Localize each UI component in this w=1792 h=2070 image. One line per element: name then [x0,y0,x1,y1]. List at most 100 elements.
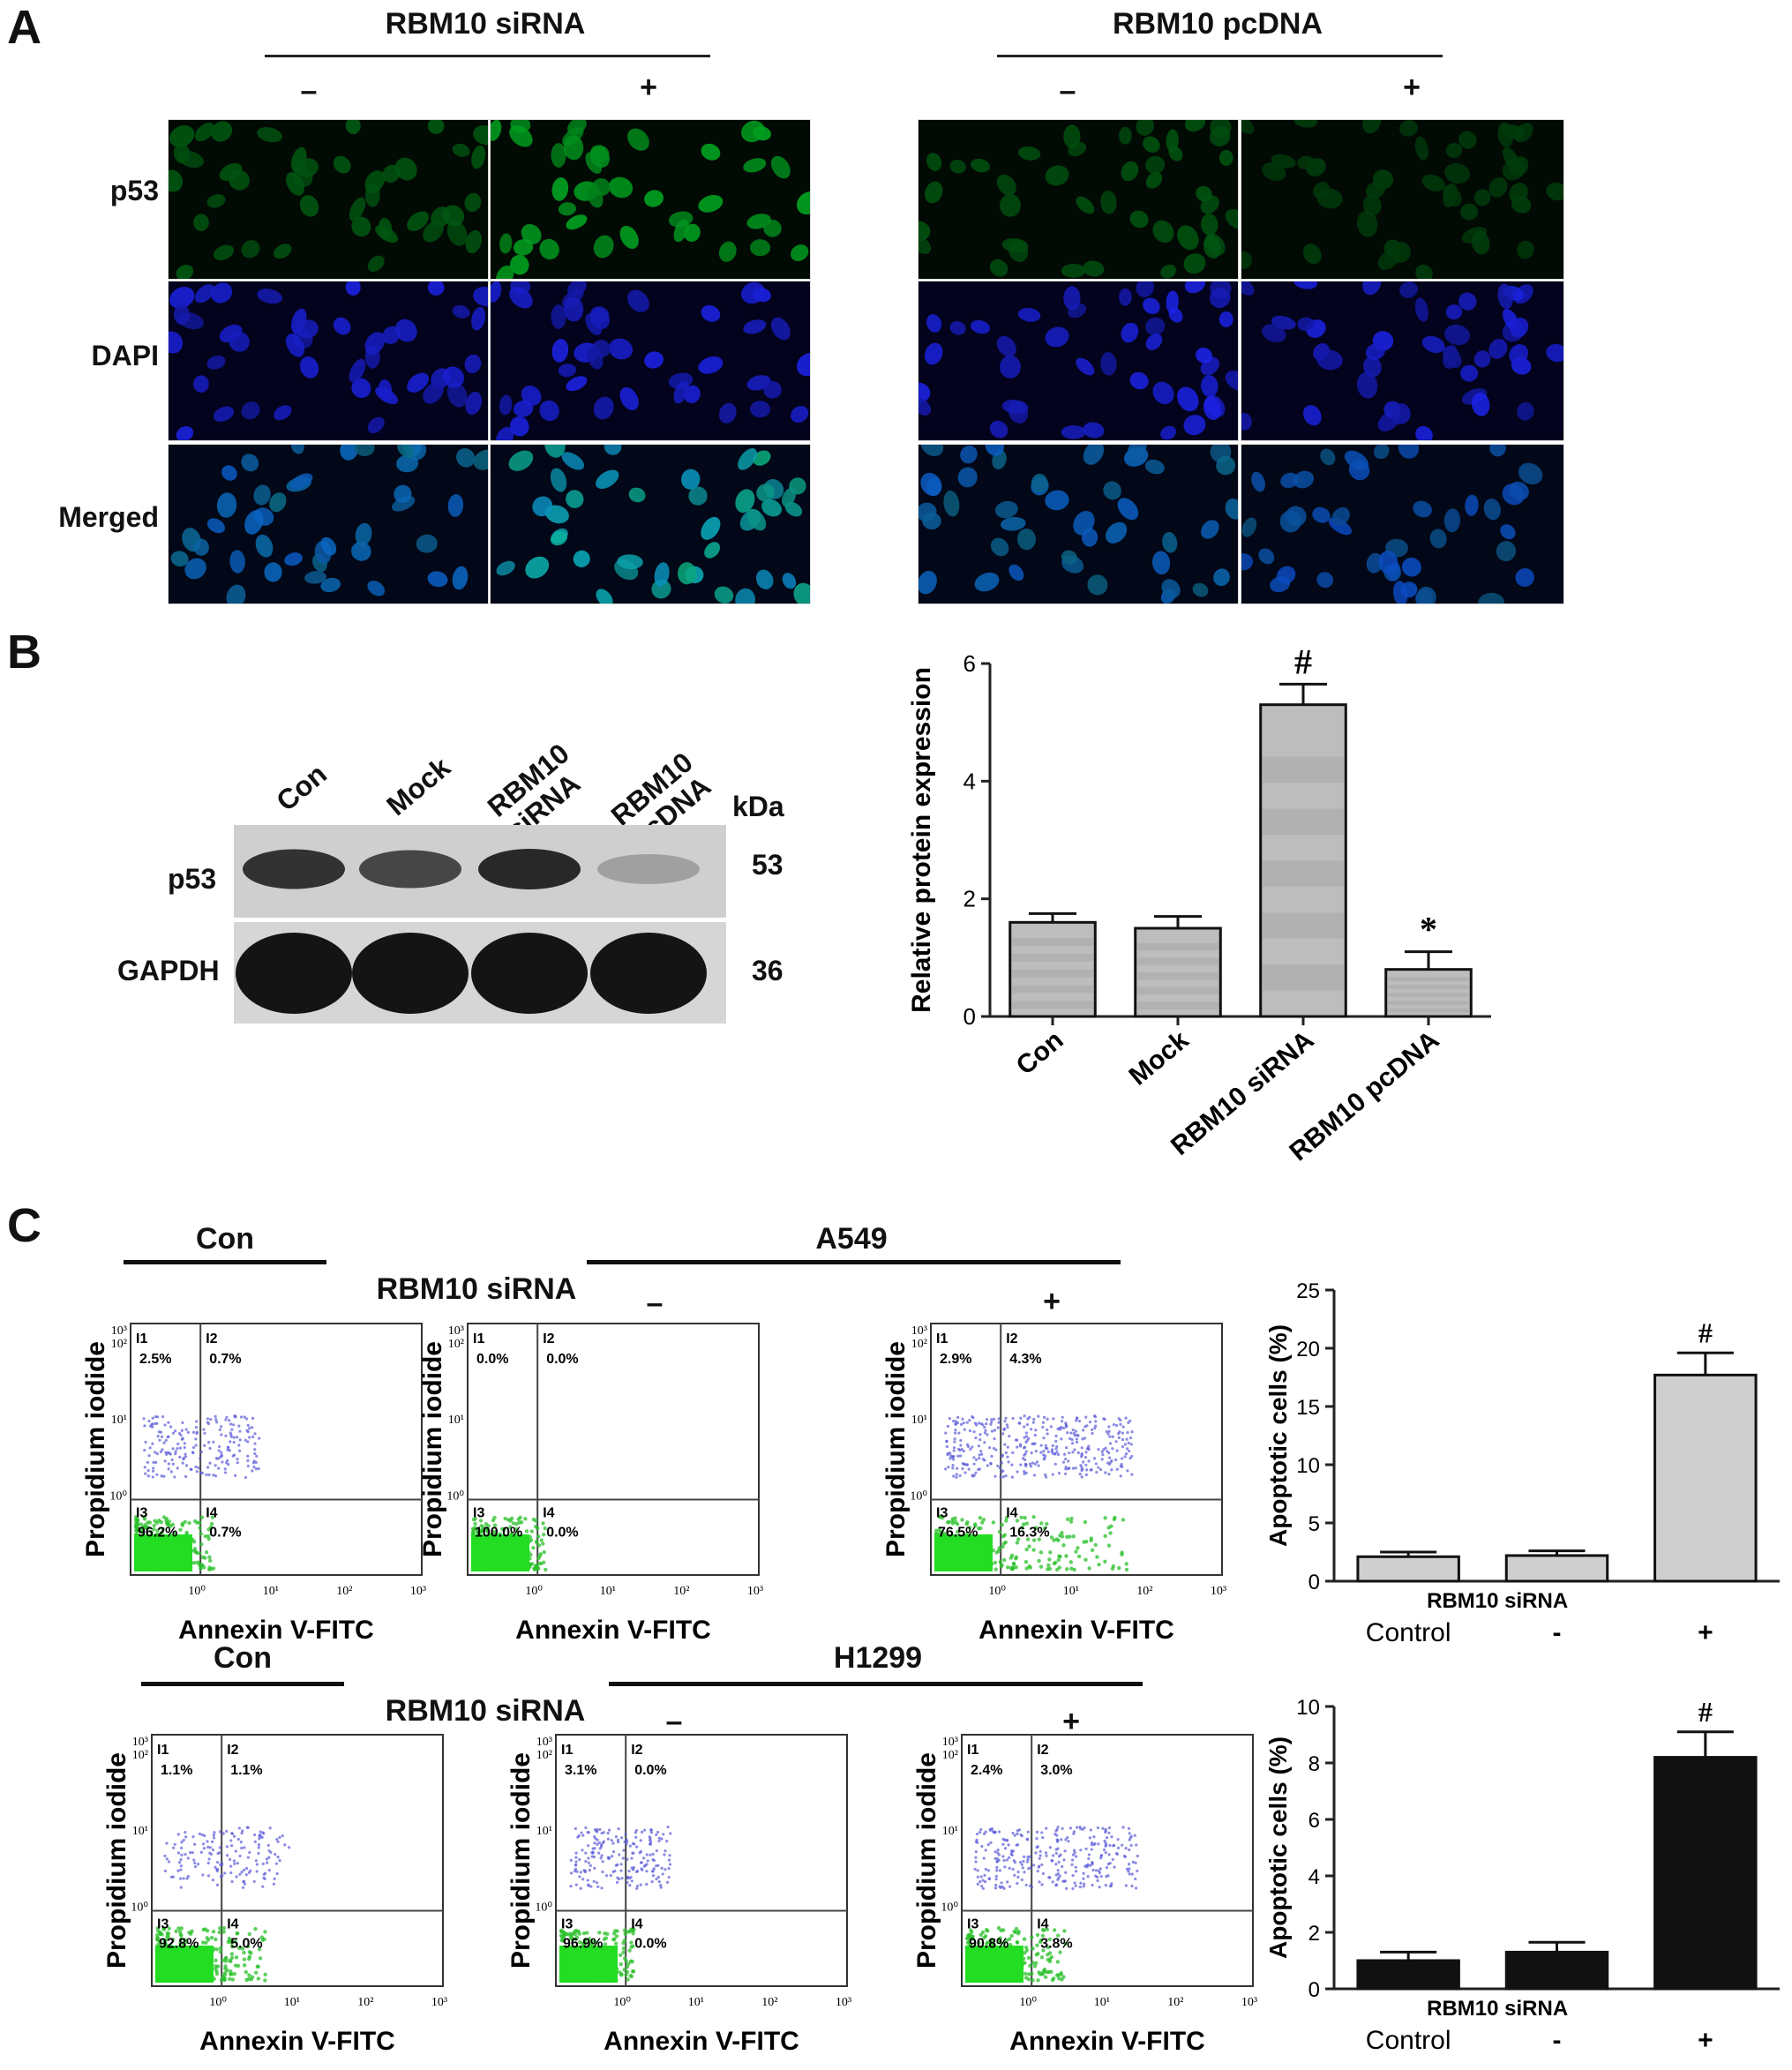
flow-x-axis-label: Annexin V-FITC [604,2027,799,2056]
flow-dot-annexin [1053,1560,1058,1565]
flow-dot-pi [621,1856,625,1860]
flow-dot-annexin [1037,1558,1041,1564]
flow-dot-annexin [142,1515,146,1519]
flow-dot-annexin [1007,1937,1012,1941]
flow-dot-annexin [1037,1970,1041,1975]
flow-dot-annexin [232,1971,236,1976]
flow-dot-annexin [481,1525,486,1530]
flow-dot-pi [1074,1865,1077,1869]
flow-dot-annexin [253,1926,258,1931]
flow-dot-pi [218,1846,222,1849]
panel-a-sign-2a: – [1059,74,1076,108]
flow-dot-pi [989,1462,993,1466]
flow-dot-annexin [1039,1955,1045,1960]
flow-dot-pi [1093,1457,1097,1460]
flow-dot-annexin [589,1939,595,1944]
flow-dot-pi [1001,1837,1005,1841]
flow-dot-annexin [199,1566,203,1571]
flow-dot-annexin [518,1515,522,1519]
flow-dot-pi [659,1883,663,1887]
flow-dot-pi [278,1859,281,1863]
flow-dot-pi [191,1430,196,1434]
flow-dot-pi [1098,1867,1102,1871]
flow-dot-annexin [986,1940,990,1945]
flow-dot-pi [191,1451,195,1454]
flow-dot-pi [958,1474,962,1478]
quadrant-value-q3: 90.8% [969,1937,1008,1952]
flow-dot-pi [990,1454,993,1459]
flow-dot-pi [1062,1879,1067,1883]
micrograph-merged-1 [168,444,489,604]
flow-dot-pi [215,1421,219,1424]
flow-dot-pi [1032,1474,1037,1477]
flow-x-tick-label: 10³ [410,1585,426,1598]
flow-dot-annexin [1111,1564,1116,1569]
flow-dot-annexin [242,1963,247,1968]
flow-dot-annexin [594,1940,598,1945]
bar-texture [1011,969,1094,978]
flow-dot-pi [1007,1460,1010,1464]
flow-dot-pi [225,1829,229,1834]
flow-x-tick-label: 10¹ [263,1585,279,1598]
flow-y-tick-label: 10¹ [942,1825,958,1838]
flow-dot-pi [953,1437,956,1441]
flow-dot-pi [1028,1415,1031,1419]
flow-dot-pi [660,1866,664,1870]
flow-dot-pi [201,1842,206,1846]
flow-dot-pi [963,1471,967,1474]
flow-dot-pi [1051,1444,1054,1448]
flow-dot-pi [977,1467,980,1472]
flow-dense-cluster [134,1534,192,1571]
flow-dot-pi [206,1421,211,1426]
quadrant-id-1: I1 [473,1331,484,1346]
flow-x-tick-label: 10² [1167,1996,1183,2009]
flow-dot-pi [1051,1448,1054,1451]
flow-dot-pi [1128,1832,1131,1835]
flow-dot-pi [952,1474,956,1478]
flow-dot-pi [1115,1852,1119,1856]
flow-dot-pi [1046,1432,1049,1436]
micrograph-p53-1 [168,119,489,280]
flow-dot-pi [1023,1425,1026,1429]
micrograph-merged-4 [1241,444,1564,604]
flow-dot-pi [626,1876,629,1880]
flow-dot-annexin [618,1953,623,1957]
flow-y-tick-label: 10¹ [448,1414,464,1427]
flow-dot-pi [243,1846,246,1849]
flow-dot-annexin [229,1955,235,1961]
y-tick-label: 20 [1296,1338,1320,1361]
flow-row2-con-line [141,1682,344,1686]
flow-dot-pi [178,1455,182,1459]
flow-dot-pi [1043,1456,1046,1460]
flow-dot-annexin [509,1516,514,1521]
flow-dot-pi [1082,1429,1085,1432]
flow-dot-pi [962,1421,965,1425]
flow-dot-pi [152,1460,155,1464]
quadrant-id-4: I4 [206,1506,217,1521]
flow-dot-pi [164,1451,168,1454]
flow-x-axis-label: Annexin V-FITC [178,1616,374,1645]
flow-dot-pi [1010,1463,1014,1466]
flow-dot-pi [1075,1416,1079,1420]
flow-dot-pi [1074,1466,1077,1470]
flow-dot-pi [211,1849,215,1852]
flow-dot-pi [236,1837,240,1841]
flow-dot-pi [186,1856,190,1860]
flow-dot-pi [974,1458,978,1461]
quadrant-value-q3: 100.0% [475,1526,522,1541]
flow-dot-pi [251,1416,255,1420]
flow-dot-pi [957,1431,961,1435]
flow-y-axis-label: Propidium iodide [881,1341,911,1557]
flow-dot-annexin [978,1526,983,1531]
flow-dot-pi [206,1861,210,1865]
y-tick-label: 10 [1296,1454,1320,1478]
flow-dot-pi [232,1834,236,1838]
flow-dot-annexin [1109,1524,1113,1528]
flow-dot-annexin [627,1948,632,1953]
flow-dot-annexin [619,1972,624,1976]
flow-dot-pi [951,1463,955,1467]
flow-dot-pi [242,1868,246,1871]
flow-dot-pi [1033,1462,1038,1466]
flow-dot-annexin [534,1539,539,1544]
flow-dot-pi [626,1857,629,1861]
